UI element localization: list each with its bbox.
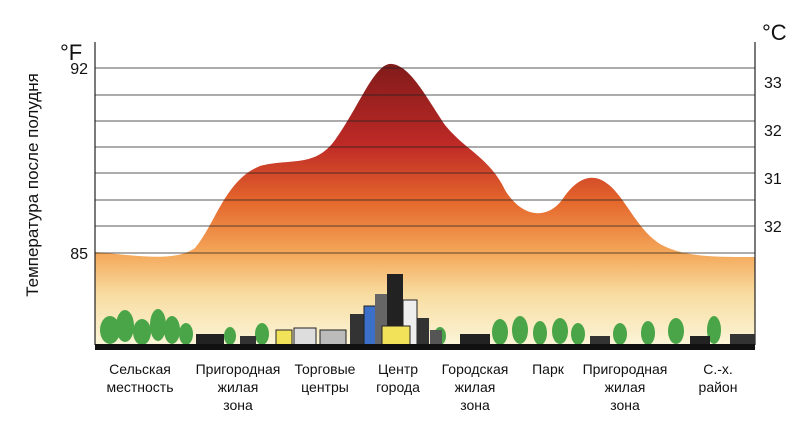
zone-label: жилая [605, 379, 646, 395]
zone-label: С.-х. [703, 361, 733, 377]
left-tick-label: 92 [70, 61, 88, 78]
right-unit: °C [762, 20, 787, 45]
buildings [196, 274, 755, 346]
ground [95, 344, 755, 350]
zone-label: зона [223, 397, 253, 413]
right-tick-label: 33 [764, 75, 782, 92]
grid [94, 42, 756, 345]
zone-label: Пригородная [196, 361, 281, 377]
axis-label: Температура после полудня [23, 73, 42, 297]
right-tick-label: 31 [764, 171, 782, 188]
zone-label: зона [460, 397, 490, 413]
skyline [95, 274, 755, 350]
zone-label: Сельская [109, 361, 171, 377]
zone-label: местность [106, 379, 173, 395]
left-tick-label: 85 [70, 246, 88, 263]
zone-label: жилая [218, 379, 259, 395]
heat-curve [95, 63, 755, 345]
zone-label: города [376, 379, 420, 395]
zone-labels: Сельская местность Пригородная жилая зона Тор… [106, 361, 737, 413]
right-tick-label: 32 [764, 219, 782, 236]
zone-label: зона [610, 397, 640, 413]
zone-label: Торговые [295, 361, 356, 377]
zone-label: Центр [378, 361, 418, 377]
zone-label: Городская [442, 361, 509, 377]
trees [100, 309, 721, 345]
right-tick-label: 32 [764, 123, 782, 140]
zone-label: Парк [532, 361, 565, 377]
left-unit: °F [60, 40, 82, 65]
zone-label: жилая [455, 379, 496, 395]
ticks: 92 85 33 32 31 32 [70, 61, 782, 263]
zone-label: Пригородная [583, 361, 668, 377]
zone-label: центры [301, 379, 349, 395]
zone-label: район [699, 379, 738, 395]
